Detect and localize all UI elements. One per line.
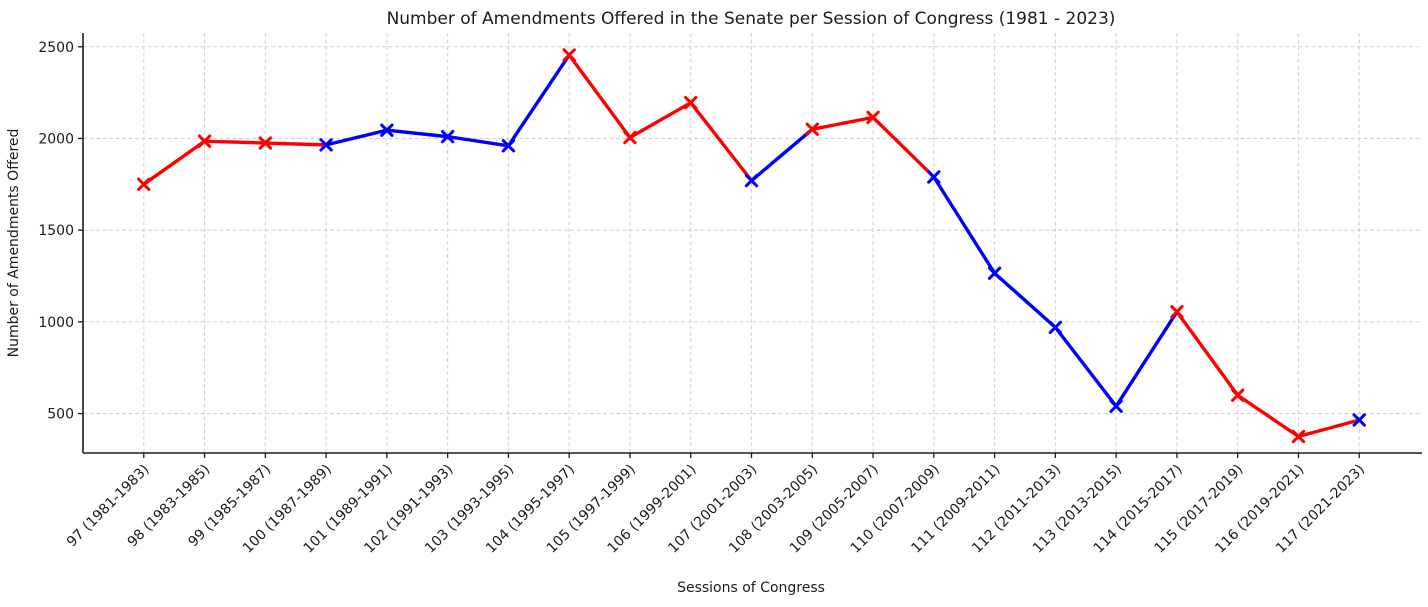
data-point-marker [987,266,1002,280]
line-segment [506,53,571,148]
line-segment [202,139,268,145]
line-segment [385,128,450,139]
data-point-marker [1352,413,1366,427]
line-segment [142,139,207,187]
data-point-marker [137,177,151,192]
data-point-marker [623,130,637,145]
axes-layer [78,33,1422,458]
data-point-marker [440,129,455,144]
grid-layer [83,33,1422,453]
data-point-marker [684,95,698,110]
line-segment [1175,310,1240,397]
line-segment [810,115,875,131]
data-point-marker [562,48,576,62]
y-tick-label: 2500 [38,40,74,56]
line-segment [324,128,389,147]
data-point-marker [927,170,941,184]
data-point-marker [380,123,394,137]
line-segment [871,115,936,179]
data-point-marker [744,173,759,188]
series-layer [137,48,1366,444]
data-point-marker [197,134,212,148]
chart-title: Number of Amendments Offered in the Sena… [387,9,1116,29]
data-point-marker [1291,429,1306,444]
data-point-marker [805,122,819,136]
line-segment [1235,393,1301,439]
y-tick-label: 1500 [38,223,74,239]
y-tick-label: 1000 [38,315,74,331]
line-segment [445,134,511,148]
line-segment [992,271,1058,330]
data-point-marker [1048,320,1063,335]
data-point-marker [1170,305,1184,319]
y-tick-label: 2000 [38,131,74,147]
line-segment [628,100,693,140]
line-segment [932,175,997,275]
line-segment [749,127,814,183]
line-segment [1114,310,1179,408]
data-point-marker [258,136,273,150]
data-point-marker [866,110,880,125]
line-segment [263,141,328,147]
line-segment [567,53,632,140]
data-point-marker [1230,388,1245,402]
data-point-marker [501,139,516,153]
data-point-marker [319,138,333,152]
line-segment [689,100,754,183]
line-segment [1296,418,1361,439]
line-segment [1053,325,1118,408]
data-point-marker [1109,399,1123,413]
x-axis-label: Sessions of Congress [677,580,825,596]
y-axis-label: Number of Amendments Offered [6,129,22,358]
y-tick-label: 500 [47,407,74,423]
